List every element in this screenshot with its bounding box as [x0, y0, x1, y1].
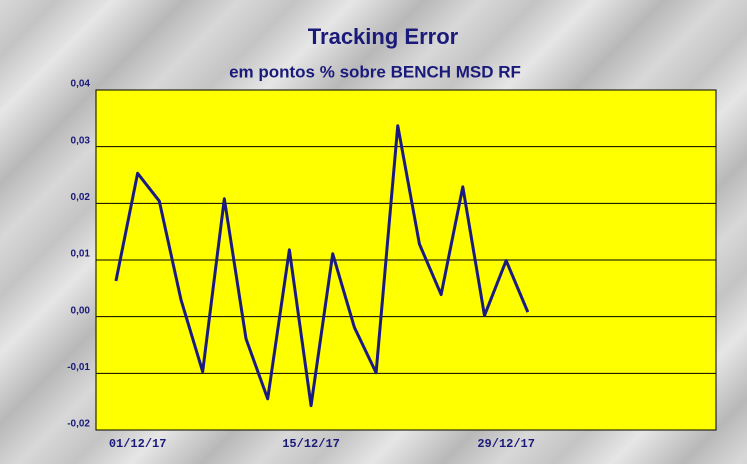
y-tick-label: -0,02: [67, 419, 90, 430]
y-tick-label: 0,02: [71, 192, 91, 203]
y-tick-label: 0,00: [71, 305, 91, 316]
y-tick-label: -0,01: [67, 362, 90, 373]
x-tick-label: 29/12/17: [477, 437, 535, 451]
chart-subtitle: em pontos % sobre BENCH MSD RF: [229, 62, 521, 81]
data-line: [114, 124, 530, 408]
y-tick-label: 0,03: [71, 135, 91, 146]
x-tick-label: 15/12/17: [282, 437, 340, 451]
y-tick-label: 0,01: [71, 249, 91, 260]
chart-title: Tracking Error: [308, 24, 459, 49]
x-tick-label: 01/12/17: [109, 437, 167, 451]
y-tick-label: 0,04: [71, 79, 91, 90]
